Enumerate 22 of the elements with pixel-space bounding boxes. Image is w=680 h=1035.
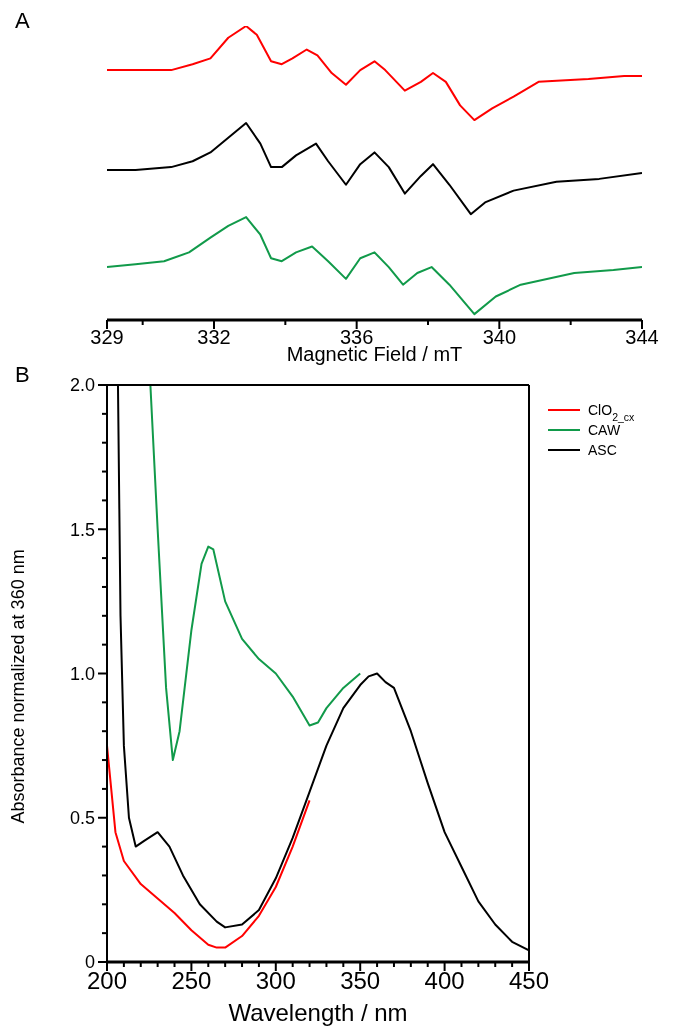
x-tick-label: 344 xyxy=(625,326,659,348)
y-tick-label: 1.5 xyxy=(69,519,95,540)
line-series xyxy=(149,385,362,762)
y-tick-label: 0.5 xyxy=(69,808,95,829)
legend-label: ASC xyxy=(588,442,617,458)
y-tick-label: 2.0 xyxy=(69,375,95,396)
legend-label: CAW xyxy=(588,422,621,438)
x-axis-title: Magnetic Field / mT xyxy=(286,343,463,365)
y-tick-label: 1.0 xyxy=(69,663,95,684)
chart-title: A xyxy=(15,8,30,34)
x-tick-label: 250 xyxy=(171,967,212,995)
x-tick-label: 400 xyxy=(424,967,465,995)
x-tick-label: 340 xyxy=(482,326,517,348)
x-tick-label: 300 xyxy=(255,967,296,995)
x-tick-label: 332 xyxy=(197,326,231,348)
chart-title: B xyxy=(15,362,30,388)
x-axis-title: Wavelength / nm xyxy=(228,999,408,1026)
x-tick-label: 450 xyxy=(508,967,550,995)
y-axis-title: Absorbance normalized at 360 nm xyxy=(8,549,29,824)
x-tick-label: 329 xyxy=(90,326,124,348)
x-tick-label: 350 xyxy=(340,967,381,995)
legend-label: ClO$_{2_cx}$ xyxy=(588,402,636,423)
